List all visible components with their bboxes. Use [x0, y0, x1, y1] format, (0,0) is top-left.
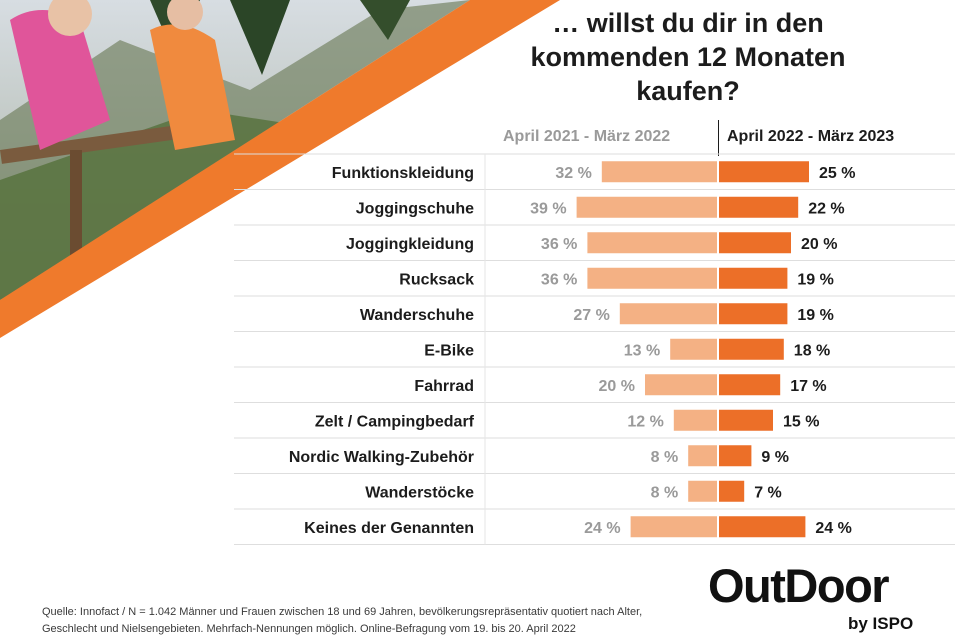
data-label-previous: 39 % [530, 200, 566, 217]
source-line-2: Geschlecht und Nielsengebieten. Mehrfach… [42, 623, 576, 635]
data-label-previous: 36 % [541, 271, 577, 288]
legend-previous-period: April 2021 - März 2022 [503, 128, 671, 145]
logo-byline: by ISPO [848, 614, 914, 633]
data-label-current: 18 % [794, 342, 830, 359]
bar-previous [619, 303, 717, 325]
category-label: Joggingkleidung [346, 236, 474, 253]
source-line-1: Quelle: Innofact / N = 1.042 Männer und … [42, 606, 643, 618]
bar-previous [601, 161, 717, 183]
bar-current [719, 303, 788, 325]
category-label: Fahrrad [414, 378, 474, 395]
bar-previous [670, 338, 717, 360]
bar-previous [630, 516, 717, 538]
data-label-previous: 13 % [624, 342, 660, 359]
data-label-previous: 36 % [541, 236, 577, 253]
bar-previous [587, 232, 717, 254]
bar-chart: Funktionskleidung 32 % 25 % Joggingschuhe 39… [234, 153, 955, 545]
bar-previous [645, 374, 717, 396]
data-label-previous: 8 % [651, 484, 679, 501]
column-divider [718, 120, 719, 156]
data-label-previous: 20 % [599, 378, 635, 395]
category-label: Wanderschuhe [360, 307, 474, 324]
bar-previous [576, 196, 717, 218]
data-label-previous: 27 % [573, 307, 609, 324]
source-note: Quelle: Innofact / N = 1.042 Männer und … [42, 604, 662, 638]
bar-current [719, 480, 745, 502]
data-label-previous: 24 % [584, 520, 620, 537]
bar-current [719, 516, 806, 538]
data-label-current: 9 % [761, 449, 789, 466]
bar-current [719, 445, 752, 467]
category-label: Wanderstöcke [365, 484, 474, 501]
outdoor-logo: OutDoor by ISPO [708, 559, 928, 634]
bar-current [719, 267, 788, 289]
bar-previous [587, 267, 717, 289]
legend-current-period: April 2022 - März 2023 [727, 128, 895, 145]
category-label: E-Bike [424, 342, 474, 359]
bar-current [719, 338, 784, 360]
data-label-current: 19 % [797, 271, 833, 288]
data-label-previous: 12 % [627, 413, 663, 430]
bar-current [719, 374, 781, 396]
category-label: Rucksack [399, 271, 474, 288]
logo-wordmark: OutDoor [708, 559, 890, 612]
data-label-current: 7 % [754, 484, 782, 501]
data-label-previous: 32 % [555, 165, 591, 182]
category-label: Nordic Walking-Zubehör [289, 449, 474, 466]
data-label-previous: 8 % [651, 449, 679, 466]
data-label-current: 25 % [819, 165, 855, 182]
data-label-current: 22 % [808, 200, 844, 217]
category-label: Joggingschuhe [356, 200, 474, 217]
bar-current [719, 161, 809, 183]
data-label-current: 17 % [790, 378, 826, 395]
data-label-current: 19 % [797, 307, 833, 324]
bar-current [719, 409, 773, 431]
bar-current [719, 232, 791, 254]
data-label-current: 20 % [801, 236, 837, 253]
bar-previous [688, 445, 717, 467]
category-label: Keines der Genannten [304, 520, 474, 537]
category-label: Funktionskleidung [332, 165, 474, 182]
chart-title: … willst du dir in den kommenden 12 Mona… [530, 8, 846, 106]
category-label: Zelt / Campingbedarf [315, 413, 475, 430]
bar-previous [688, 480, 717, 502]
data-label-current: 15 % [783, 413, 819, 430]
bar-previous [673, 409, 717, 431]
bar-current [719, 196, 799, 218]
data-label-current: 24 % [815, 520, 851, 537]
